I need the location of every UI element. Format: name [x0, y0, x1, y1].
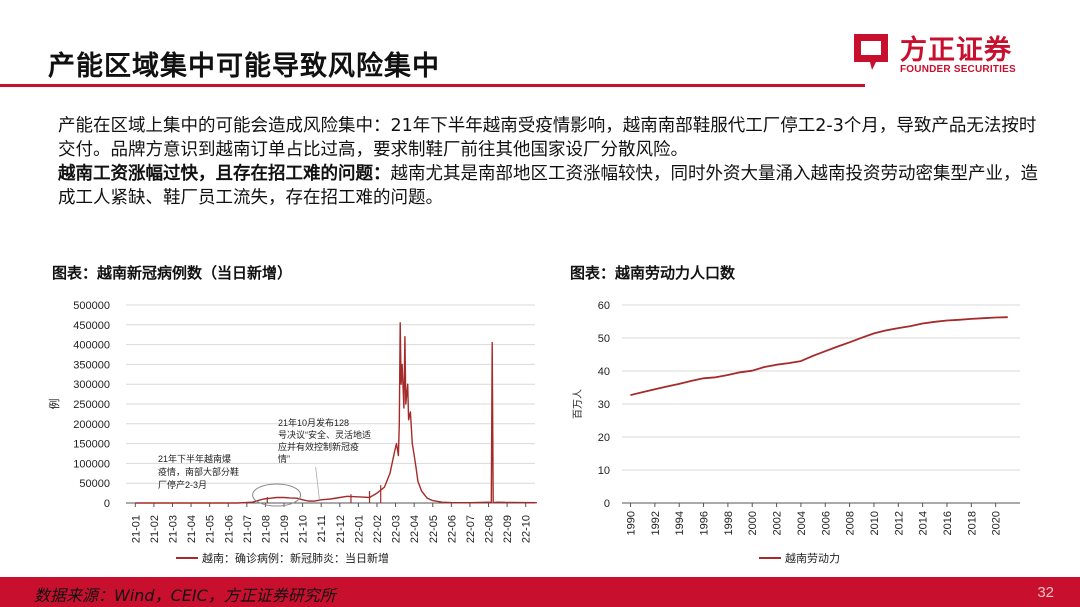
legend-label: 越南劳动力 [785, 551, 840, 565]
x-tick-label: 2006 [820, 511, 832, 535]
y-tick-label: 350000 [73, 359, 110, 371]
annotation-resolution-text: 情” [278, 453, 290, 464]
x-tick-label: 2012 [893, 511, 905, 535]
x-tick-label: 21-09 [279, 515, 291, 543]
y-tick-label: 400000 [73, 340, 110, 352]
x-tick-label: 21-05 [205, 515, 217, 543]
x-tick-label: 21-06 [223, 515, 235, 543]
x-tick-label: 1996 [699, 511, 711, 535]
page-number: 32 [1037, 584, 1054, 601]
x-tick-label: 2002 [772, 511, 784, 535]
x-tick-label: 1994 [674, 511, 686, 535]
y-tick-label: 0 [104, 498, 110, 510]
data-source: 数据来源：Wind，CEIC，方正证券研究所 [34, 586, 336, 605]
x-tick-label: 2010 [869, 511, 881, 535]
y-tick-label: 150000 [73, 439, 110, 451]
x-tick-label: 2016 [942, 511, 954, 535]
y-axis-label: 例 [47, 399, 61, 410]
y-tick-label: 250000 [73, 399, 110, 411]
annotation-resolution-text: 号决议“安全、灵活地适 [278, 429, 371, 440]
x-tick-label: 2000 [747, 511, 759, 535]
covid-chart-title: 图表：越南新冠病例数（当日新增） [52, 264, 293, 282]
y-tick-label: 50000 [79, 478, 110, 490]
paragraph-2-lead: 越南工资涨幅过快，且存在招工难的问题： [58, 164, 391, 184]
covid-cases-chart: 5000004500004000003500003000002500002000… [47, 300, 537, 565]
annotation-resolution-text: 应并有效控制新冠疫 [278, 441, 359, 452]
x-tick-label: 2004 [796, 511, 808, 535]
x-tick-label: 22-08 [484, 515, 496, 543]
y-tick-label: 100000 [73, 458, 110, 470]
y-tick-label: 200000 [73, 419, 110, 431]
labor-chart-title: 图表：越南劳动力人口数 [570, 264, 736, 282]
y-tick-label: 40 [598, 366, 610, 378]
y-tick-label: 20 [598, 432, 610, 444]
paragraph-2-text: 越南尤其是南部地区工资涨幅较快，同时外资大量涌入越南投资劳动密集型产业，造成工人… [58, 164, 1038, 208]
y-tick-label: 50 [598, 333, 610, 345]
x-tick-label: 21-02 [149, 515, 161, 543]
series-line [630, 316, 1008, 396]
page-title: 产能区域集中可能导致风险集中 [48, 51, 440, 82]
x-tick-label: 21-11 [316, 515, 328, 542]
y-tick-label: 10 [598, 465, 610, 477]
x-tick-label: 2018 [966, 511, 978, 535]
annotation-outbreak-text: 21年下半年越南爆 [158, 453, 231, 464]
annotation-leader-line [315, 466, 320, 500]
x-tick-label: 21-01 [130, 515, 142, 543]
x-tick-label: 22-06 [446, 515, 458, 543]
y-tick-label: 300000 [73, 379, 110, 391]
legend-label: 越南：确诊病例：新冠肺炎：当日新增 [202, 551, 389, 565]
x-tick-label: 22-03 [391, 515, 403, 543]
x-tick-label: 1998 [723, 511, 735, 535]
paragraph-1: 产能在区域上集中的可能会造成风险集中：21年下半年越南受疫情影响，越南南部鞋服代… [58, 114, 1048, 162]
y-tick-label: 60 [598, 300, 610, 312]
x-tick-label: 1992 [650, 511, 662, 535]
x-tick-label: 2008 [845, 511, 857, 535]
series-line [135, 322, 537, 504]
founder-securities-logo: 方正证券 FOUNDER SECURITIES [850, 28, 1040, 78]
x-tick-label: 2014 [918, 511, 930, 535]
founder-logo-icon [854, 34, 888, 70]
x-tick-label: 21-03 [167, 515, 179, 543]
y-tick-label: 30 [598, 399, 610, 411]
x-tick-label: 22-10 [521, 515, 533, 543]
y-tick-label: 450000 [73, 320, 110, 332]
x-tick-label: 1990 [626, 511, 638, 535]
x-tick-label: 2020 [991, 511, 1003, 535]
annotation-outbreak-text: 厂停产2-3月 [158, 479, 207, 490]
paragraph-1-text: 产能在区域上集中的可能会造成风险集中：21年下半年越南受疫情影响，越南南部鞋服代… [58, 116, 1037, 160]
x-tick-label: 22-07 [465, 515, 477, 543]
x-tick-label: 22-02 [372, 515, 384, 543]
x-tick-label: 22-05 [428, 515, 440, 543]
x-tick-label: 22-04 [409, 515, 421, 543]
logo-chinese-name: 方正证券 [900, 35, 1012, 66]
annotation-resolution-text: 21年10月发布128 [278, 417, 349, 428]
x-tick-label: 21-10 [298, 515, 310, 543]
x-tick-label: 21-08 [260, 515, 272, 543]
x-tick-label: 21-12 [335, 515, 347, 543]
logo-english-name: FOUNDER SECURITIES [900, 64, 1016, 75]
annotation-highlight-circle [252, 483, 302, 507]
body-text: 产能在区域上集中的可能会造成风险集中：21年下半年越南受疫情影响，越南南部鞋服代… [58, 114, 1048, 210]
x-tick-label: 21-07 [242, 515, 254, 543]
annotation-outbreak-text: 疫情，南部大部分鞋 [158, 466, 239, 477]
x-tick-label: 22-01 [353, 515, 365, 543]
y-tick-label: 500000 [73, 300, 110, 312]
x-tick-label: 21-04 [186, 515, 198, 543]
x-tick-label: 22-09 [502, 515, 514, 543]
y-tick-label: 0 [604, 498, 610, 510]
y-axis-label: 百万人 [572, 389, 584, 419]
footer-bar [0, 577, 1080, 607]
title-divider [0, 84, 865, 87]
paragraph-2: 越南工资涨幅过快，且存在招工难的问题：越南尤其是南部地区工资涨幅较快，同时外资大… [58, 162, 1048, 210]
